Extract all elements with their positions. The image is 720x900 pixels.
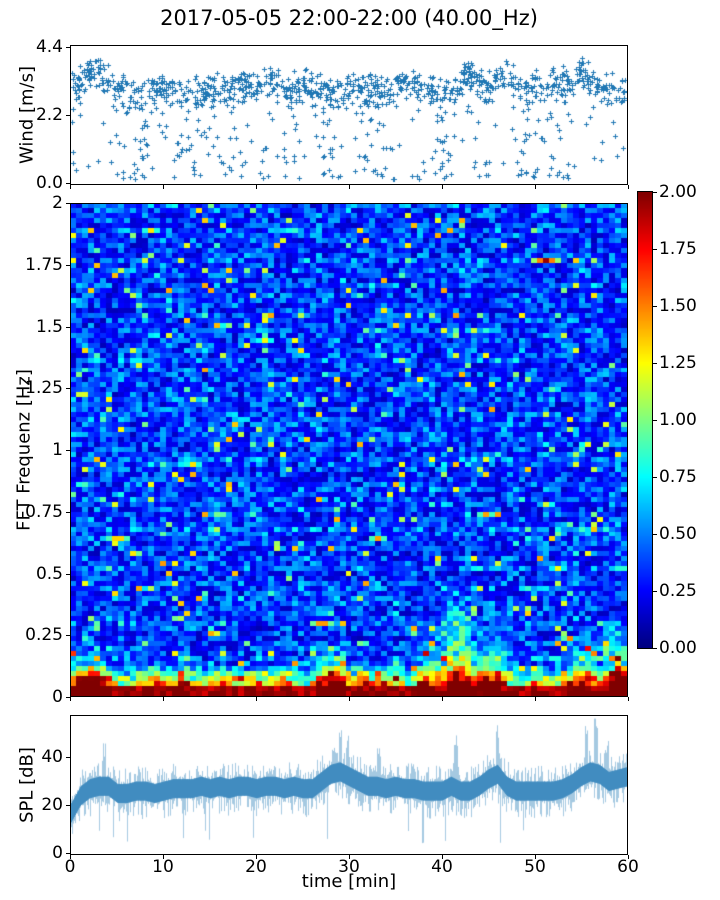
colorbar bbox=[637, 191, 653, 649]
x-tick bbox=[163, 855, 164, 859]
fft-y-tick-label: 0 bbox=[52, 687, 63, 707]
colorbar-tick-label: 1.00 bbox=[659, 410, 697, 430]
fft-y-tick bbox=[66, 450, 70, 451]
figure-title: 2017-05-05 22:00-22:00 (40.00_Hz) bbox=[160, 6, 538, 30]
x-tick bbox=[163, 185, 164, 189]
x-tick-label: 60 bbox=[617, 857, 639, 877]
x-tick bbox=[628, 697, 629, 701]
fft-y-tick bbox=[66, 511, 70, 513]
colorbar-tick bbox=[653, 648, 657, 649]
fft-y-tick bbox=[66, 388, 70, 390]
x-tick-label: 10 bbox=[152, 857, 174, 877]
x-tick bbox=[70, 697, 71, 701]
wind-y-tick bbox=[66, 115, 70, 116]
fft-y-tick-label: 2 bbox=[52, 193, 63, 213]
x-tick bbox=[349, 855, 350, 859]
xaxis-label: time [min] bbox=[301, 871, 397, 892]
spl-y-tick bbox=[66, 805, 70, 806]
fft-y-tick-label: 0.75 bbox=[25, 501, 63, 522]
colorbar-tick bbox=[653, 534, 657, 535]
x-tick bbox=[442, 697, 443, 701]
x-tick bbox=[535, 185, 536, 189]
spectrogram-heatmap bbox=[71, 204, 627, 696]
colorbar-tick-label: 1.75 bbox=[659, 239, 697, 259]
wind-y-tick-label: 4.4 bbox=[35, 37, 63, 57]
colorbar-tick-label: 0.00 bbox=[659, 638, 697, 658]
colorbar-tick-label: 2.00 bbox=[659, 182, 697, 202]
x-tick bbox=[349, 185, 350, 189]
x-tick-label: 40 bbox=[431, 857, 453, 877]
x-tick bbox=[535, 855, 536, 859]
fft-y-tick bbox=[66, 697, 70, 698]
x-tick-label: 50 bbox=[524, 857, 546, 877]
x-tick bbox=[256, 185, 257, 189]
fft-y-tick bbox=[66, 326, 70, 328]
fft-y-tick bbox=[66, 264, 70, 266]
colorbar-tick bbox=[653, 420, 657, 421]
fft-y-tick-label: 0.25 bbox=[25, 625, 63, 646]
colorbar-gradient bbox=[638, 192, 652, 648]
x-tick-label: 30 bbox=[338, 857, 360, 877]
x-tick bbox=[70, 185, 71, 189]
wind-y-tick-label: 2.2 bbox=[35, 105, 63, 125]
fft-y-tick bbox=[66, 203, 70, 204]
x-tick-label: 0 bbox=[64, 857, 76, 877]
wind-y-tick-label: 0.0 bbox=[35, 173, 63, 193]
spl-line-plot bbox=[71, 716, 627, 854]
wind-axes bbox=[70, 45, 628, 185]
x-tick bbox=[349, 697, 350, 701]
x-tick bbox=[163, 697, 164, 701]
wind-y-tick bbox=[66, 183, 70, 184]
colorbar-tick-label: 0.25 bbox=[659, 581, 697, 601]
x-tick bbox=[535, 697, 536, 701]
x-tick bbox=[70, 855, 71, 859]
fft-y-tick bbox=[66, 635, 70, 637]
x-tick bbox=[442, 855, 443, 859]
colorbar-tick bbox=[653, 591, 657, 592]
x-tick-label: 20 bbox=[245, 857, 267, 877]
spl-y-tick-label: 40 bbox=[41, 747, 63, 767]
colorbar-tick bbox=[653, 249, 657, 250]
x-tick bbox=[256, 855, 257, 859]
colorbar-tick bbox=[653, 192, 657, 193]
colorbar-tick bbox=[653, 306, 657, 307]
x-tick bbox=[256, 697, 257, 701]
spl-axes bbox=[70, 715, 628, 855]
fft-y-tick-label: 1.5 bbox=[35, 316, 63, 337]
colorbar-tick bbox=[653, 477, 657, 478]
fft-y-tick bbox=[66, 573, 70, 575]
fft-y-tick-label: 1.25 bbox=[25, 378, 63, 399]
colorbar-tick-label: 1.50 bbox=[659, 296, 697, 316]
colorbar-tick-label: 0.50 bbox=[659, 524, 697, 544]
fft-y-tick-label: 1.75 bbox=[25, 254, 63, 275]
x-tick bbox=[442, 185, 443, 189]
spl-y-tick bbox=[66, 853, 70, 854]
spl-y-tick-label: 0 bbox=[52, 843, 63, 863]
colorbar-tick bbox=[653, 363, 657, 364]
fft-y-tick-label: 1 bbox=[52, 440, 63, 460]
wind-y-tick bbox=[66, 47, 70, 48]
spectrogram-axes bbox=[70, 203, 628, 697]
colorbar-tick-label: 0.75 bbox=[659, 467, 697, 487]
fft-y-tick-label: 0.5 bbox=[35, 563, 63, 584]
colorbar-tick-label: 1.25 bbox=[659, 353, 697, 373]
x-tick bbox=[628, 855, 629, 859]
x-tick bbox=[628, 185, 629, 189]
wind-scatter-plot bbox=[71, 46, 627, 184]
spl-y-tick-label: 20 bbox=[41, 795, 63, 815]
spl-y-tick bbox=[66, 757, 70, 758]
